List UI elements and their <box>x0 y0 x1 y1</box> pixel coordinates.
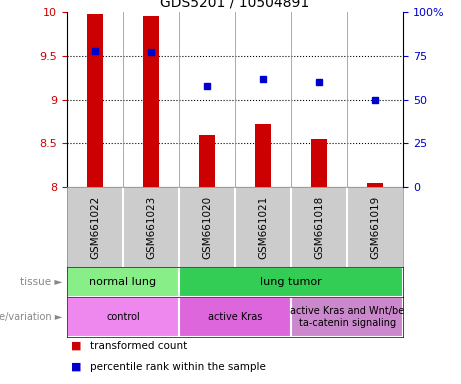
Bar <box>67 267 179 297</box>
Text: active Kras: active Kras <box>208 312 262 322</box>
Text: genotype/variation ►: genotype/variation ► <box>0 312 62 322</box>
Text: transformed count: transformed count <box>90 341 187 351</box>
Text: tissue ►: tissue ► <box>20 277 62 287</box>
Bar <box>67 297 179 337</box>
Text: ■: ■ <box>71 362 85 372</box>
Bar <box>179 297 291 337</box>
Text: active Kras and Wnt/be
ta-catenin signaling: active Kras and Wnt/be ta-catenin signal… <box>290 306 404 328</box>
Bar <box>291 297 403 337</box>
Text: control: control <box>106 312 140 322</box>
Text: GSM661020: GSM661020 <box>202 195 212 258</box>
Text: GSM661021: GSM661021 <box>258 195 268 259</box>
Text: normal lung: normal lung <box>89 277 156 287</box>
Bar <box>199 134 215 187</box>
Text: GSM661018: GSM661018 <box>314 195 324 259</box>
Text: GSM661019: GSM661019 <box>370 195 380 259</box>
Bar <box>255 124 271 187</box>
Bar <box>179 267 403 297</box>
Bar <box>367 183 383 187</box>
Bar <box>87 14 103 187</box>
Bar <box>311 139 327 187</box>
Title: GDS5201 / 10504891: GDS5201 / 10504891 <box>160 0 310 10</box>
Text: percentile rank within the sample: percentile rank within the sample <box>90 362 266 372</box>
Text: lung tumor: lung tumor <box>260 277 322 287</box>
Bar <box>143 17 159 187</box>
Text: ■: ■ <box>71 341 85 351</box>
Text: GSM661022: GSM661022 <box>90 195 100 259</box>
Text: GSM661023: GSM661023 <box>146 195 156 259</box>
